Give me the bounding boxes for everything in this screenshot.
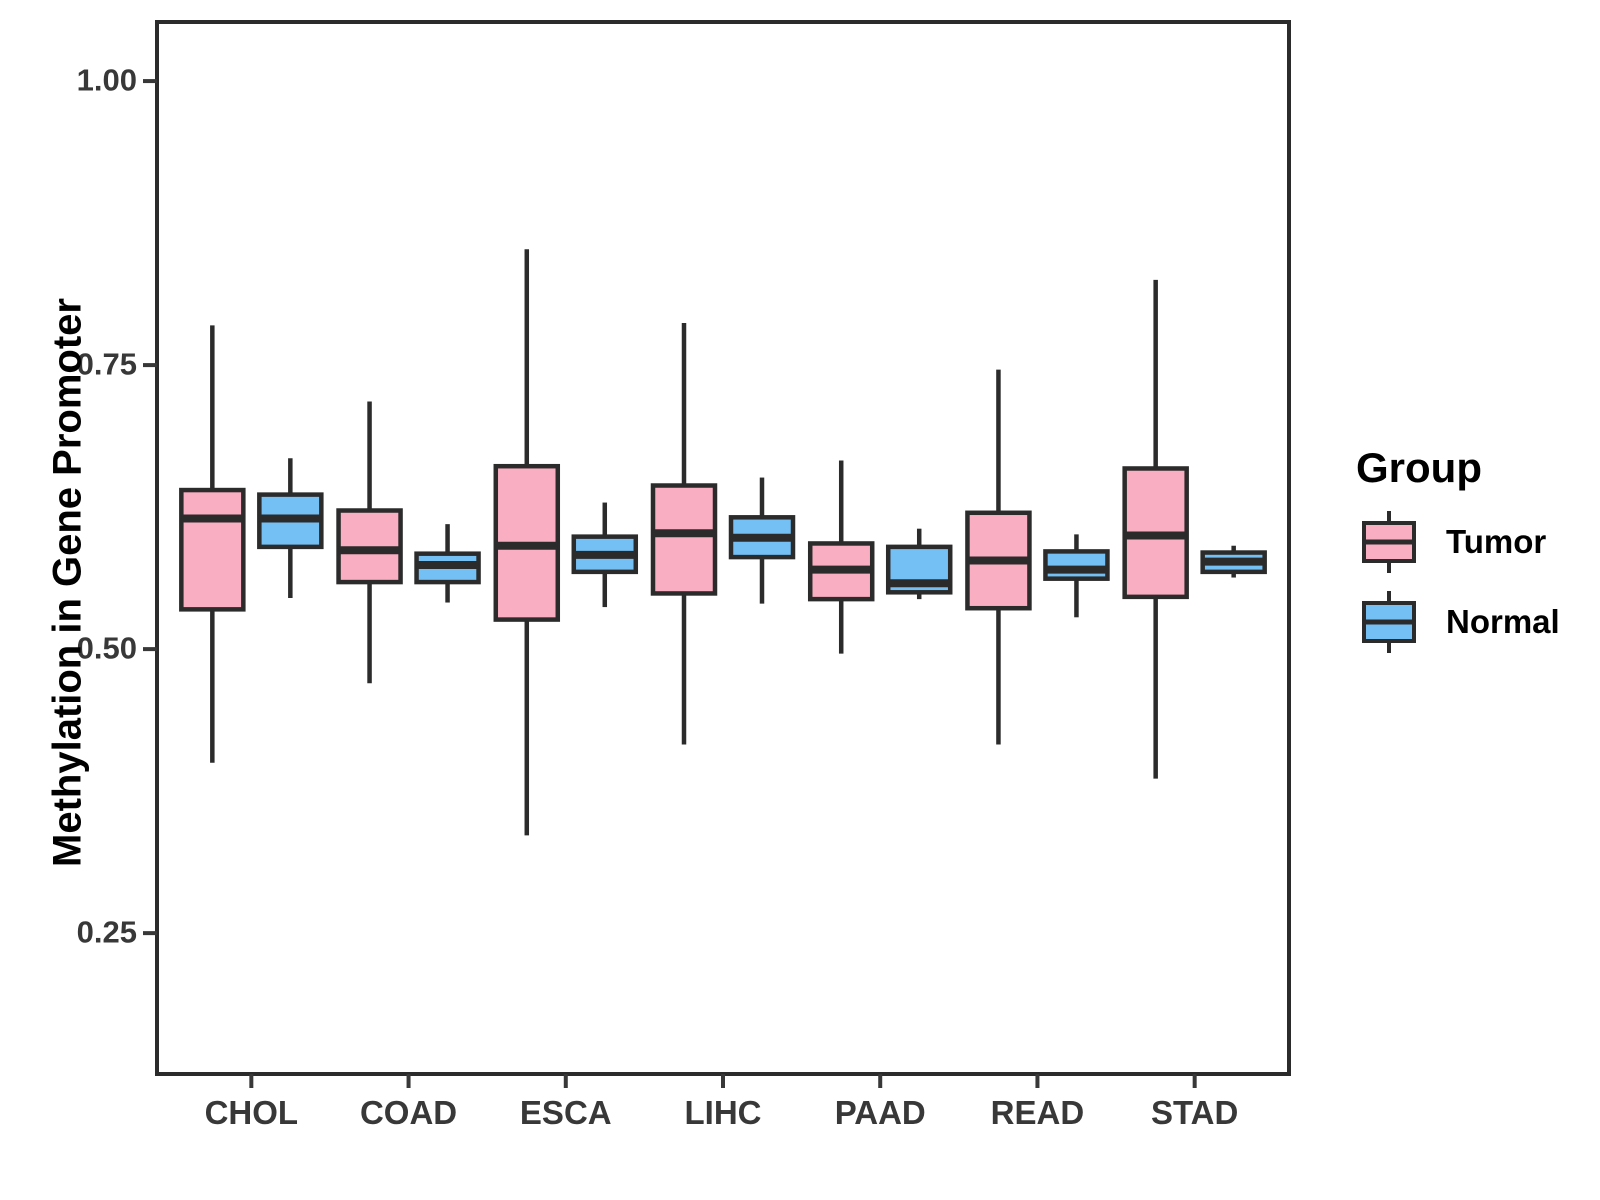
x-tick-label-chol: CHOL xyxy=(204,1094,299,1131)
iqr-box xyxy=(1043,549,1110,581)
iqr-box xyxy=(179,487,246,612)
legend-label-tumor: Tumor xyxy=(1446,523,1547,560)
x-tick-label-esca: ESCA xyxy=(519,1094,612,1131)
y-axis-title: Methylation in Gene Promoter xyxy=(45,298,90,867)
legend-item-tumor: Tumor xyxy=(1358,506,1598,578)
iqr-box xyxy=(650,483,718,596)
x-tick-label-stad: STAD xyxy=(1150,1094,1239,1131)
box-ESCA-normal xyxy=(571,502,639,608)
normal-boxplot-key-icon xyxy=(1362,591,1416,653)
y-tick-label: 0.25 xyxy=(76,914,137,950)
box-COAD-tumor xyxy=(336,401,403,684)
legend-title: Group xyxy=(1356,444,1482,491)
box-STAD-tumor xyxy=(1122,279,1189,779)
y-tick-label: 0.75 xyxy=(76,346,137,382)
box-READ-tumor xyxy=(965,369,1032,745)
box-READ-normal xyxy=(1043,534,1110,618)
box-PAAD-normal xyxy=(885,528,953,600)
box-LIHC-tumor xyxy=(650,323,718,745)
box-CHOL-normal xyxy=(257,458,324,598)
x-tick-label-read: READ xyxy=(990,1094,1085,1131)
y-tick-label: 1.00 xyxy=(76,62,137,98)
box-LIHC-normal xyxy=(728,477,796,604)
box-PAAD-tumor xyxy=(807,460,875,654)
x-tick-label-coad: COAD xyxy=(359,1094,458,1131)
tumor-boxplot-key-icon xyxy=(1362,511,1416,573)
x-tick-label-paad: PAAD xyxy=(834,1094,926,1131)
plot-panel-border xyxy=(155,20,1291,1076)
box-STAD-normal xyxy=(1200,545,1267,578)
legend-item-normal: Normal xyxy=(1358,586,1598,658)
box-CHOL-tumor xyxy=(179,325,246,763)
box-ESCA-tumor xyxy=(493,249,561,836)
legend-label-normal: Normal xyxy=(1446,603,1560,640)
legend: Group Tumor Normal xyxy=(1328,444,1598,666)
y-tick-label: 0.50 xyxy=(76,630,137,666)
box-COAD-normal xyxy=(414,524,481,603)
x-tick-label-lihc: LIHC xyxy=(684,1094,762,1131)
